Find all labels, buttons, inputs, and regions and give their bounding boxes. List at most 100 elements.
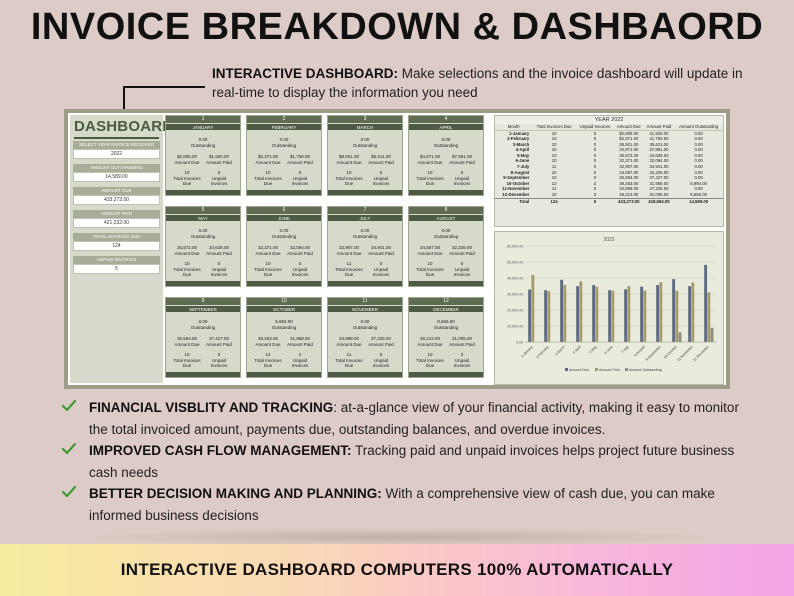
amount-row: 35,572.00 Amount Due 34,638.00 Amount Paid (166, 245, 240, 256)
table-cell: 10 (551, 169, 557, 175)
table-cell: 0 (593, 186, 597, 192)
outstanding-block: 5,994.00 Outstanding (247, 319, 321, 331)
table-cell: 31,005.00 (649, 192, 669, 198)
intro-text: INTERACTIVE DASHBOARD: Make selections a… (212, 64, 752, 102)
table-cell: 10 (551, 141, 557, 147)
table-cell: 0 (593, 152, 597, 158)
table-cell: 35,611.00 (649, 141, 669, 147)
table-row: 8-August 10 0 34,587.00 32,226.00 0.00 (495, 170, 723, 176)
amount-due-value: 35,572.00 (176, 245, 198, 250)
invoices-due-value: 10 (184, 352, 190, 357)
amount-paid: $5,611.00 Amount Paid (365, 154, 397, 165)
month-number: 1 (166, 116, 240, 123)
table-cell: Total (495, 197, 533, 205)
bar (528, 289, 532, 342)
amount-paid: 37,225.00 Amount Paid (365, 336, 397, 347)
unpaid-invoices: 2 Unpaid Invoices (284, 352, 316, 369)
unpaid-invoices: 0 Unpaid Invoices (446, 261, 478, 278)
month-number: 3 (328, 116, 402, 123)
outstanding-label: Outstanding (190, 143, 216, 148)
bar (611, 290, 615, 342)
table-cell: 10 (551, 192, 557, 198)
amount-due-label: Amount Due (336, 250, 362, 256)
amount-row: 48,213.00 Amount Due 31,005.00 Amount Paid (409, 336, 483, 347)
table-cell: 1-January (508, 130, 530, 136)
month-name: MARCH (328, 123, 402, 130)
x-tick-label: 1-January (520, 345, 534, 359)
unpaid-invoices: 3 Unpaid Invoices (446, 352, 478, 369)
table-body: 1-January 10 0 $2,805.00 41,920.00 0.00 2-Febr… (495, 130, 723, 205)
table-cell: 3 (593, 192, 597, 198)
table-cell: 5,994.00 (690, 180, 707, 186)
amount-row: 35,594.00 Amount Due 37,427.00 Amount Paid (166, 336, 240, 347)
unpaid-invoices: 0 Unpaid Invoices (284, 170, 316, 187)
unpaid-label: Unpaid Invoices (210, 175, 228, 187)
table-cell: 11 (551, 186, 557, 192)
month-number: 2 (247, 116, 321, 123)
amount-paid-value: $5,611.00 (371, 154, 391, 159)
table-cell: 124 (532, 197, 576, 205)
month-card: 8 AUGUST 0.00 Outstanding 34,587.00 Amount Du… (408, 206, 484, 287)
amount-due-label: Amount Due (417, 341, 443, 347)
invoices-due-label: Total Invoices Due (173, 175, 201, 187)
month-number: 10 (247, 298, 321, 305)
table-cell: 34,638.00 (649, 152, 669, 158)
bar (608, 290, 612, 342)
table-cell: 6-June (515, 158, 530, 164)
table-row: 5-May 10 0 35,572.00 34,638.00 0.00 (495, 153, 723, 159)
card-footer (328, 372, 402, 377)
table-cell: 10 (551, 158, 557, 164)
month-number: 6 (247, 207, 321, 214)
card-footer (409, 281, 483, 286)
amount-row: 39,263.00 Amount Due 31,958.00 Amount Paid (247, 336, 321, 347)
y-tick-label: 30,000.00 (507, 292, 523, 296)
feature-item: IMPROVED CASH FLOW MANAGEMENT: Tracking … (62, 440, 742, 483)
bar-chart: 2022 0.00 10,000.00 20,000.00 30,000.00 40,0… (494, 231, 724, 385)
unpaid-value: 0 (217, 352, 221, 357)
invoices-due-label: Total Invoices Due (254, 266, 282, 278)
table-row: 11-November 11 0 34,898.00 37,225.00 0.00 (495, 186, 723, 192)
amount-paid-value: $1,920.00 (208, 154, 230, 159)
table-cell: 41,750.00 (649, 136, 669, 142)
card-footer (247, 281, 321, 286)
month-number: 7 (328, 207, 402, 214)
card-footer (328, 190, 402, 195)
invoices-due-label: Total Invoices Due (173, 357, 201, 369)
table-row: 4-April 10 0 34,871.00 37,891.00 0.00 (495, 147, 723, 153)
outstanding-value: 0.00 (441, 137, 451, 142)
amount-due-label: Amount Due (417, 159, 443, 165)
invoice-row: 10 Total Invoices Due 3 Unpaid Invoices (409, 352, 483, 369)
unpaid-label: Unpaid Invoices (372, 266, 390, 278)
month-name: NOVEMBER (328, 305, 402, 312)
card-footer (247, 190, 321, 195)
amount-paid: 32,094.00 Amount Paid (284, 245, 316, 256)
invoices-due-value: 10 (265, 170, 271, 175)
invoices-due: 12 Total Invoices Due (252, 352, 284, 369)
amount-row: 32,907.00 Amount Due 34,941.00 Amount Paid (328, 245, 402, 256)
amount-due-label: Amount Due (255, 159, 281, 165)
bar (678, 332, 682, 342)
unpaid-value: 0 (460, 261, 464, 266)
table-row: 7-July 11 0 32,907.00 34,941.00 0.00 (495, 164, 723, 170)
table-cell: 11 (551, 164, 557, 170)
amount-paid-label: Amount Paid (449, 250, 475, 256)
check-icon (62, 486, 76, 498)
outstanding-block: 0.00 Outstanding (409, 228, 483, 240)
bar (704, 264, 708, 342)
table-cell: 0 (593, 141, 597, 147)
chart-title: 2022 (603, 237, 615, 243)
amount-paid-label: Amount Paid (449, 159, 475, 165)
amount-row: $8,921.00 Amount Due $5,611.00 Amount Paid (328, 154, 402, 165)
amount-due-label: Amount Due (336, 341, 362, 347)
invoices-due: 11 Total Invoices Due (333, 261, 365, 278)
outstanding-value: 8,655.00 (437, 319, 455, 324)
unpaid-invoices: 0 Unpaid Invoices (203, 261, 235, 278)
amount-due-value: $4,871.00 (419, 154, 441, 159)
invoices-due-value: 11 (346, 261, 352, 266)
table-row: 9-September 10 0 35,594.00 37,427.00 0.00 (495, 175, 723, 181)
amount-paid: 34,638.00 Amount Paid (203, 245, 235, 256)
table-cell: 32,371.00 (619, 158, 639, 164)
table-cell: 8,655.00 (690, 192, 707, 198)
year-select[interactable]: 2022 (73, 149, 160, 159)
invoice-row: 10 Total Invoices Due 0 Unpaid Invoices (166, 261, 240, 278)
